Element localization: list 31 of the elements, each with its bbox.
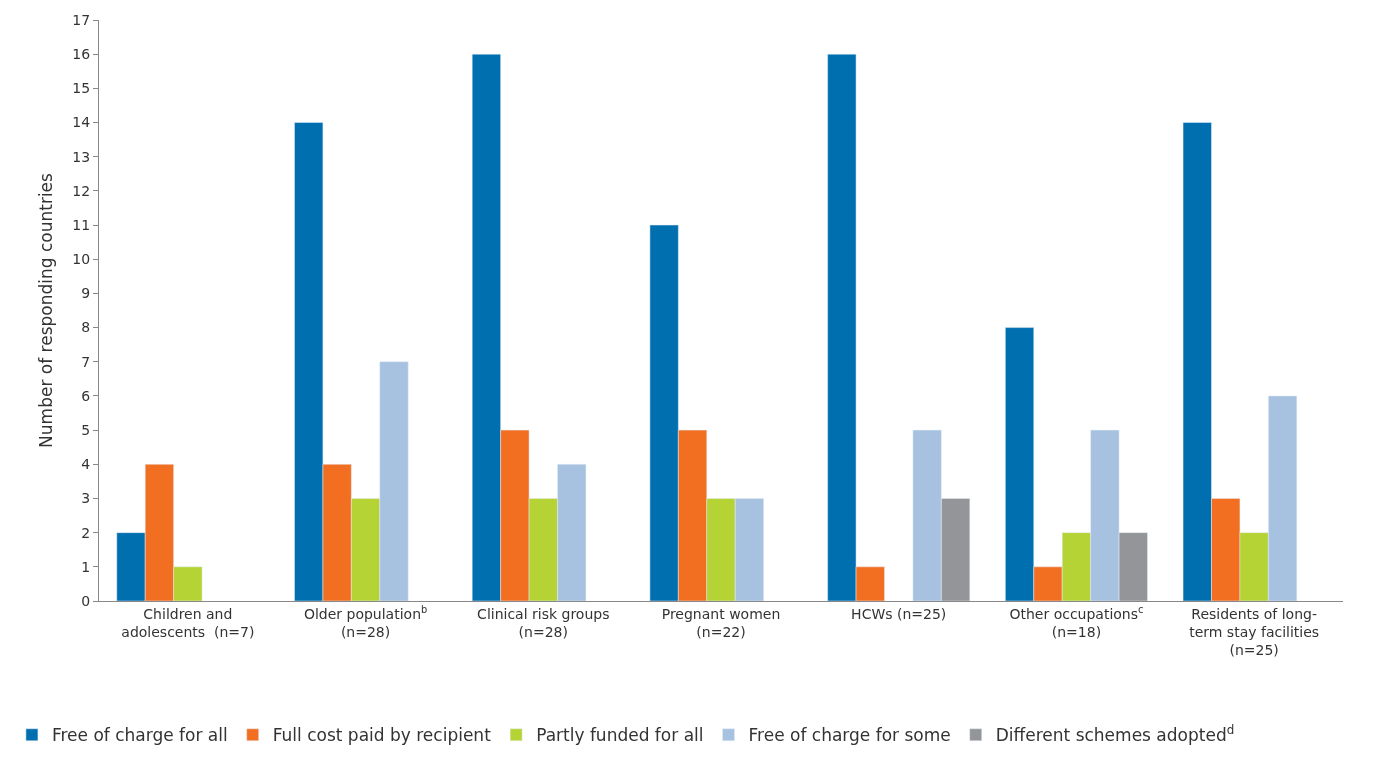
y-tick-label: 11 — [72, 216, 91, 233]
y-tick-label: 4 — [81, 456, 91, 473]
legend-label: Free of charge for some — [748, 725, 951, 746]
y-tick-label: 6 — [81, 387, 91, 404]
y-tick-label: 15 — [72, 80, 91, 97]
y-tick-label: 7 — [81, 353, 91, 370]
y-tick-label: 13 — [72, 148, 91, 165]
y-tick-label: 9 — [81, 285, 91, 302]
legend-label: Free of charge for all — [51, 725, 228, 746]
y-tick-label: 17 — [72, 11, 91, 28]
legend-label: Full cost paid by recipient — [272, 725, 492, 746]
y-tick-label: 8 — [81, 319, 91, 336]
x-tick-label: Pregnant women (n=22) — [661, 605, 781, 640]
y-tick-label: 10 — [72, 251, 91, 268]
y-tick-label: 0 — [81, 592, 91, 609]
x-tick-label: Residents of long- term stay facilities (n=25) — [1189, 605, 1320, 659]
legend-label: Partly funded for all — [536, 725, 704, 746]
x-tick-label: Clinical risk groups (n=28) — [477, 605, 610, 640]
y-tick-label: 16 — [72, 46, 91, 63]
y-tick-label: 14 — [72, 114, 91, 131]
y-tick-label: 1 — [81, 558, 91, 575]
x-tick-label: Children and adolescents (n=7) — [121, 605, 255, 640]
legend-label: Different schemes adopted$^{d}$ — [995, 723, 1235, 746]
category-label: Other occupations$^{c}$ (n=18) — [1009, 603, 1144, 640]
y-axis-title: Number of responding countries — [35, 172, 56, 448]
x-tick-label: HCWs (n=25) — [851, 605, 947, 622]
y-tick-label: 3 — [81, 490, 91, 507]
category-label: Older population$^{b}$ (n=28) — [303, 603, 428, 640]
y-tick-label: 2 — [81, 524, 91, 541]
y-tick-label: 12 — [72, 182, 91, 199]
y-tick-label: 5 — [81, 422, 91, 439]
